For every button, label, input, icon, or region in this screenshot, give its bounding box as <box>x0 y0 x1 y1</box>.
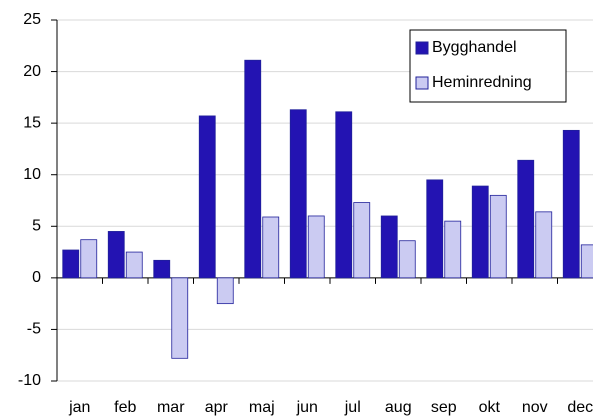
bar <box>380 215 398 279</box>
bar <box>471 185 489 279</box>
x-tick-label: sep <box>431 399 457 416</box>
bar <box>517 159 535 279</box>
bar <box>335 111 353 279</box>
x-tick-label: jan <box>68 399 90 416</box>
y-tick-label: 0 <box>32 269 41 286</box>
legend-swatch <box>415 41 429 55</box>
bar <box>426 179 444 279</box>
bar <box>398 240 416 279</box>
x-tick-label: maj <box>249 399 275 416</box>
legend-label: Heminredning <box>432 74 532 91</box>
bar <box>562 129 580 279</box>
y-tick-label: 25 <box>23 11 41 28</box>
bar <box>107 231 125 279</box>
x-tick-label: jun <box>296 399 318 416</box>
x-tick-label: apr <box>205 399 229 416</box>
bar <box>289 109 307 279</box>
bar <box>580 244 593 279</box>
bar <box>353 202 371 279</box>
legend-label: Bygghandel <box>432 39 517 56</box>
bar <box>489 194 507 279</box>
bar <box>307 215 325 279</box>
legend-box <box>409 29 567 103</box>
bar <box>125 251 143 279</box>
x-tick-label: okt <box>479 399 501 416</box>
y-tick-label: 10 <box>23 166 41 183</box>
y-tick-label: -10 <box>18 372 41 389</box>
bar <box>153 259 171 279</box>
bar <box>216 277 234 305</box>
x-tick-label: mar <box>157 399 185 416</box>
x-tick-label: feb <box>114 399 136 416</box>
bar <box>444 220 462 279</box>
bar <box>62 249 80 279</box>
y-tick-label: 5 <box>32 218 41 235</box>
x-tick-label: jul <box>344 399 361 416</box>
bar <box>244 59 262 279</box>
bar <box>262 216 280 279</box>
bar <box>535 211 553 279</box>
x-tick-label: dec <box>567 399 593 416</box>
bar <box>198 115 216 279</box>
bar <box>171 277 189 359</box>
x-tick-label: aug <box>385 399 412 416</box>
y-tick-label: 15 <box>23 114 41 131</box>
x-tick-label: nov <box>522 399 548 416</box>
legend-swatch <box>415 76 429 90</box>
y-tick-label: 20 <box>23 63 41 80</box>
bar <box>80 239 98 279</box>
y-tick-label: -5 <box>27 321 41 338</box>
